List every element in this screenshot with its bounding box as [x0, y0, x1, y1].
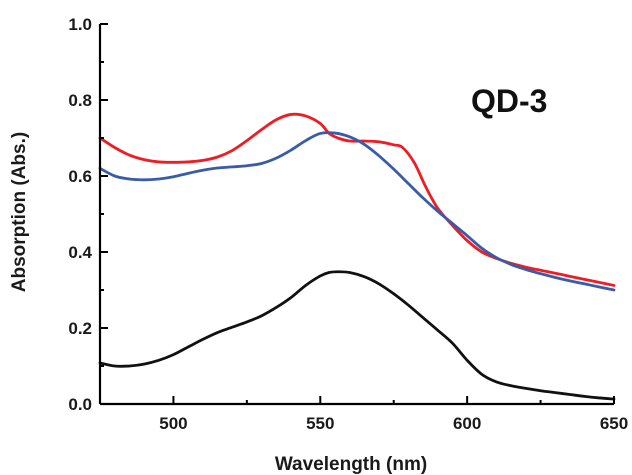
- y-tick-label: 0.6: [68, 167, 92, 186]
- x-tick-label: 600: [453, 414, 481, 433]
- y-tick-label: 0.2: [68, 319, 92, 338]
- y-tick-label: 0.0: [68, 395, 92, 414]
- x-tick-label: 550: [306, 414, 334, 433]
- y-tick-label: 0.8: [68, 91, 92, 110]
- x-tick-label: 650: [600, 414, 628, 433]
- x-tick-label: 500: [159, 414, 187, 433]
- series-line-2: [98, 131, 616, 292]
- series-line-3: [98, 270, 616, 401]
- y-tick-label: 1.0: [68, 15, 92, 34]
- ticks-layer: 500 550 600 650 0.0 0.2 0.4 0.6 0.8 1.0: [68, 15, 628, 433]
- y-tick-label: 0.4: [68, 243, 92, 262]
- x-axis-title: Wavelength (nm): [275, 454, 427, 475]
- series-layer: [98, 112, 616, 401]
- y-axis-title: Absorption (Abs.): [9, 132, 30, 292]
- axes-layer: [98, 24, 614, 406]
- chart-annotation: QD-3: [471, 83, 547, 119]
